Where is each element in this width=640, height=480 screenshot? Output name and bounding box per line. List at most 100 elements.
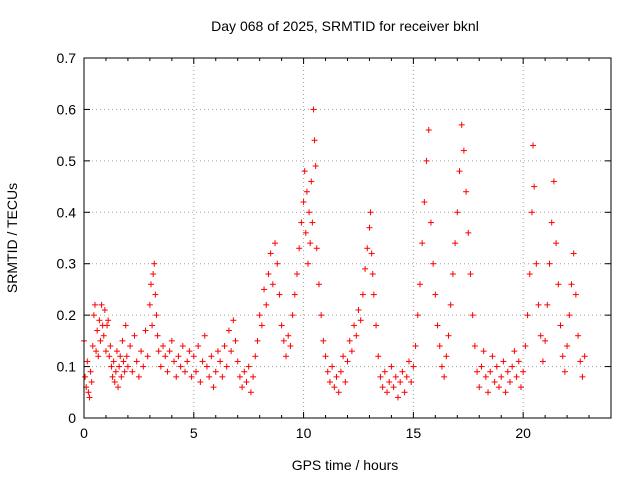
data-point bbox=[423, 157, 430, 164]
data-point bbox=[476, 384, 483, 391]
data-point bbox=[117, 353, 124, 360]
data-point bbox=[342, 379, 349, 385]
data-point bbox=[289, 312, 296, 319]
data-point bbox=[261, 286, 268, 293]
data-point bbox=[153, 312, 160, 319]
data-point bbox=[201, 332, 208, 339]
y-axis-label: SRMTID / TECUs bbox=[4, 183, 20, 293]
data-point bbox=[112, 368, 119, 375]
data-point bbox=[544, 301, 551, 308]
data-point bbox=[405, 358, 412, 365]
data-point bbox=[269, 281, 276, 288]
data-point bbox=[524, 312, 531, 319]
data-point bbox=[236, 373, 243, 380]
data-point bbox=[147, 281, 154, 288]
data-point bbox=[280, 337, 287, 344]
data-point bbox=[359, 291, 366, 298]
data-point bbox=[84, 358, 91, 365]
data-point bbox=[550, 178, 557, 185]
data-point bbox=[517, 384, 524, 391]
data-point bbox=[232, 337, 239, 344]
data-point bbox=[533, 260, 540, 267]
data-point bbox=[467, 271, 474, 277]
data-point bbox=[122, 322, 129, 329]
data-point bbox=[160, 343, 167, 349]
data-point bbox=[82, 373, 89, 380]
data-point bbox=[570, 250, 577, 257]
data-point bbox=[89, 343, 96, 349]
data-point bbox=[296, 245, 303, 252]
data-point bbox=[91, 301, 98, 308]
data-point bbox=[528, 209, 535, 216]
data-point bbox=[535, 301, 542, 308]
data-point bbox=[152, 291, 159, 298]
data-point bbox=[307, 240, 314, 247]
data-point bbox=[500, 358, 507, 365]
data-point bbox=[166, 348, 173, 355]
data-point bbox=[102, 348, 109, 355]
data-point bbox=[95, 353, 102, 360]
data-point bbox=[175, 353, 182, 360]
data-point bbox=[566, 312, 573, 319]
data-point bbox=[212, 368, 219, 375]
data-point bbox=[447, 301, 454, 308]
data-point bbox=[386, 379, 393, 385]
data-point bbox=[353, 332, 360, 339]
data-point bbox=[401, 389, 408, 396]
data-point bbox=[101, 307, 108, 313]
x-tick-label: 0 bbox=[80, 425, 88, 441]
data-point bbox=[241, 368, 248, 375]
data-point bbox=[548, 219, 555, 226]
data-point bbox=[559, 353, 566, 360]
data-point bbox=[197, 379, 204, 385]
x-tick-label: 15 bbox=[406, 425, 422, 441]
data-point bbox=[303, 188, 310, 195]
data-point bbox=[375, 353, 382, 360]
data-point bbox=[335, 389, 342, 396]
data-point bbox=[90, 312, 97, 319]
data-point bbox=[478, 363, 485, 370]
data-point bbox=[214, 348, 221, 355]
data-point bbox=[96, 317, 103, 324]
data-point bbox=[133, 358, 140, 365]
data-point bbox=[561, 368, 568, 375]
data-point bbox=[98, 301, 105, 308]
data-point bbox=[537, 332, 544, 339]
data-point bbox=[86, 394, 93, 401]
data-point bbox=[309, 219, 316, 226]
data-points bbox=[81, 106, 588, 401]
data-point bbox=[144, 353, 151, 360]
data-point bbox=[425, 127, 432, 133]
data-point bbox=[140, 363, 147, 370]
data-point bbox=[291, 291, 298, 298]
data-point bbox=[87, 368, 94, 375]
ticks: 0 0.1 0.2 0.3 0.4 0.5 0.6 0.7 0 5 10 15 20 bbox=[57, 50, 611, 441]
data-point bbox=[186, 348, 193, 355]
data-point bbox=[199, 358, 206, 365]
data-point bbox=[254, 337, 261, 344]
data-point bbox=[108, 363, 115, 370]
data-point bbox=[542, 337, 549, 344]
data-point bbox=[581, 353, 588, 360]
data-point bbox=[513, 373, 520, 380]
data-point bbox=[107, 343, 114, 349]
data-point bbox=[364, 245, 371, 252]
data-point bbox=[496, 384, 503, 391]
data-point bbox=[366, 224, 373, 231]
data-point bbox=[555, 281, 562, 288]
data-point bbox=[369, 271, 376, 277]
data-point bbox=[301, 168, 308, 175]
y-tick-label: 0.5 bbox=[57, 153, 77, 169]
data-point bbox=[124, 363, 131, 370]
data-point bbox=[458, 121, 465, 128]
data-point bbox=[155, 348, 162, 355]
data-point bbox=[564, 343, 571, 349]
data-point bbox=[312, 163, 319, 169]
data-point bbox=[121, 368, 128, 375]
data-point bbox=[272, 240, 279, 247]
data-point bbox=[109, 373, 116, 380]
data-point bbox=[171, 358, 178, 365]
x-tick-label: 20 bbox=[515, 425, 531, 441]
data-point bbox=[313, 245, 320, 252]
data-point bbox=[511, 348, 518, 355]
